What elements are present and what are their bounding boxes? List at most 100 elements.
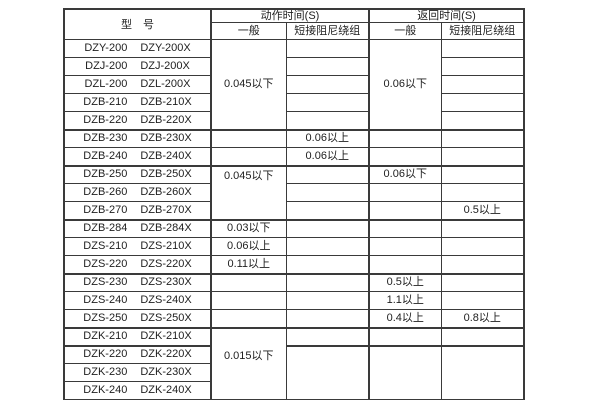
model-name-x: DZS-250X <box>140 311 192 324</box>
ret-gen-value-cell: 0.06以下 <box>368 165 442 184</box>
header-row-groups: 型 号 动作时间(S) 返回时间(S) <box>63 8 525 40</box>
model-name: DZB-230 <box>83 132 128 145</box>
model-name-x: DZS-220X <box>140 257 192 270</box>
model-name: DZS-210 <box>83 240 128 252</box>
empty-cell <box>440 93 525 112</box>
model-cell: DZB-270 DZB-270X <box>63 201 212 221</box>
table-row: DZK-210 DZK-210X 0.015以下 <box>63 327 525 400</box>
model-cell: DZK-240 DZK-240X <box>63 381 212 400</box>
empty-cell <box>440 327 525 347</box>
model-cell: DZB-240 DZB-240X <box>63 147 212 167</box>
model-name-x: DZK-230X <box>140 366 192 378</box>
empty-cell <box>285 57 371 76</box>
header-model: 型 号 <box>63 8 212 40</box>
empty-cell <box>368 255 442 275</box>
model-name-x: DZJ-200X <box>140 60 190 72</box>
empty-cell <box>285 255 371 275</box>
ret-damp-value-cell: 0.8以上 <box>440 309 525 329</box>
ret-gen-value-cell: 0.4以上 <box>368 309 442 329</box>
table-row: DZB-250 DZB-250X 0.045以下 0.06以下 <box>63 165 525 221</box>
act-gen-value-cell: 0.015以下 <box>210 327 287 400</box>
table-row: DZB-220 DZB-220X <box>63 111 525 131</box>
model-name-x: DZY-200X <box>140 42 191 54</box>
model-name: DZL-200 <box>84 78 128 90</box>
empty-cell <box>368 327 442 347</box>
empty-cell <box>368 201 442 221</box>
table-row: DZL-200 DZL-200X <box>63 75 525 94</box>
model-name: DZK-240 <box>83 383 128 396</box>
model-name: DZS-250 <box>83 311 128 324</box>
act-gen-value-cell: 0.03以下 <box>210 219 287 238</box>
empty-cell <box>440 129 525 148</box>
table-row: DZB-260 DZB-260X <box>63 183 525 202</box>
model-cell: DZS-230 DZS-230X <box>63 273 212 292</box>
model-name-x: DZB-230X <box>140 132 192 145</box>
empty-cell <box>285 183 371 202</box>
spec-table-wrapper: 型 号 动作时间(S) 返回时间(S) 一般 短接阻尼绕组 一般 短接阻尼绕组 … <box>63 8 526 400</box>
model-name-x: DZB-220X <box>140 113 192 126</box>
empty-cell <box>210 129 287 148</box>
ret-gen-value-cell: 1.1以上 <box>368 291 442 310</box>
empty-cell <box>210 147 287 167</box>
model-name-x: DZS-210X <box>140 240 192 252</box>
table-row: DZB-284 DZB-284X 0.03以下 <box>63 219 525 238</box>
empty-cell <box>440 57 525 76</box>
model-cell: DZY-200 DZY-200X <box>63 39 212 58</box>
table-row: DZK-230 DZK-230X <box>63 363 524 382</box>
empty-cell <box>368 219 442 238</box>
header-return-time: 返回时间(S) <box>368 8 525 23</box>
act-gen-value-cell: 0.045以下 <box>210 165 287 221</box>
model-name: DZB-240 <box>83 149 128 162</box>
model-name: DZJ-200 <box>85 60 128 72</box>
model-name: DZB-210 <box>83 96 128 108</box>
empty-cell <box>210 273 287 292</box>
empty-cell <box>285 309 371 329</box>
model-name-x: DZS-230X <box>140 276 192 289</box>
empty-cell <box>285 345 371 400</box>
empty-cell <box>440 219 525 238</box>
empty-cell <box>440 165 525 184</box>
empty-cell <box>285 237 371 256</box>
model-cell: DZJ-200 DZJ-200X <box>63 57 212 76</box>
table-row: DZK-240 DZK-240X <box>63 381 524 400</box>
table-row: DZS-230 DZS-230X 0.5以上 <box>63 273 525 292</box>
model-cell: DZS-240 DZS-240X <box>63 291 212 310</box>
model-name-x: DZL-200X <box>140 78 191 90</box>
act-damp-value-cell: 0.06以上 <box>285 147 371 167</box>
model-cell: DZS-220 DZS-220X <box>63 255 212 275</box>
table-row: DZJ-200 DZJ-200X <box>63 57 525 76</box>
model-cell: DZK-230 DZK-230X <box>63 363 212 382</box>
model-name: DZK-230 <box>83 366 128 378</box>
model-cell: DZK-220 DZK-220X <box>63 345 212 364</box>
model-name: DZB-270 <box>83 203 128 216</box>
model-name: DZK-220 <box>83 348 128 361</box>
model-cell: DZS-210 DZS-210X <box>63 237 212 256</box>
model-name-x: DZB-210X <box>140 96 192 108</box>
empty-cell <box>440 291 525 310</box>
model-name-x: DZB-284X <box>140 222 192 235</box>
model-cell: DZB-220 DZB-220X <box>63 111 212 131</box>
model-cell: DZB-230 DZB-230X <box>63 129 212 148</box>
model-name-x: DZB-260X <box>140 186 192 198</box>
model-cell: DZS-250 DZS-250X <box>63 309 212 329</box>
table-row: DZB-230 DZB-230X 0.06以上 <box>63 129 525 148</box>
model-name: DZB-220 <box>83 113 128 126</box>
model-cell: DZL-200 DZL-200X <box>63 75 212 94</box>
model-name: DZB-260 <box>83 186 128 198</box>
header-action-time: 动作时间(S) <box>210 8 371 23</box>
table-row: DZS-250 DZS-250X 0.4以上 0.8以上 <box>63 309 525 329</box>
model-name-x: DZK-240X <box>140 383 192 396</box>
table-row: DZY-200 DZY-200X 0.045以下 0.06以下 <box>63 39 525 131</box>
header-return-damping: 短接阻尼绕组 <box>440 22 525 40</box>
empty-cell <box>285 273 371 292</box>
empty-cell <box>210 291 287 310</box>
act-gen-value-cell: 0.06以上 <box>210 237 287 256</box>
table-row: DZS-220 DZS-220X 0.11以上 <box>63 255 525 275</box>
model-name: DZB-284 <box>83 222 128 235</box>
model-cell: DZB-210 DZB-210X <box>63 93 212 112</box>
model-name: DZS-220 <box>83 257 128 270</box>
empty-cell <box>440 147 525 167</box>
ret-gen-value-cell: 0.5以上 <box>368 273 442 292</box>
empty-cell <box>440 111 525 131</box>
empty-cell <box>440 39 525 58</box>
